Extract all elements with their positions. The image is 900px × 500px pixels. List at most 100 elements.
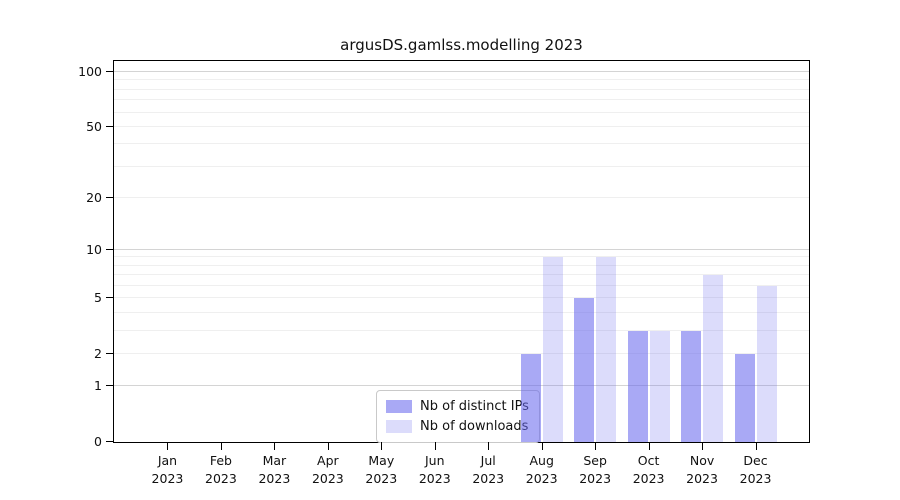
x-tick-year: 2023 [739, 470, 772, 486]
gridline-minor-8 [114, 264, 809, 266]
x-tick-feb [220, 442, 222, 450]
x-tick-label-apr: Apr 2023 [286, 452, 370, 487]
y-tick-20 [106, 196, 113, 198]
gridline-minor-70 [114, 99, 809, 101]
x-tick-month: Sep [583, 453, 607, 468]
x-tick-jul [488, 442, 490, 450]
gridline-minor-2 [114, 352, 809, 354]
gridline-major-1 [114, 385, 809, 387]
gridline-minor-30 [114, 165, 809, 167]
x-tick-year: 2023 [418, 470, 451, 486]
y-tick-0 [106, 441, 113, 442]
y-tick-label-50: 50 [86, 118, 102, 134]
x-tick-month: Mar [262, 453, 287, 468]
x-tick-year: 2023 [205, 470, 237, 486]
x-tick-apr [327, 442, 329, 450]
x-tick-year: 2023 [311, 470, 344, 486]
bar-sep-distinct-ips [574, 298, 595, 442]
x-tick-label-jan: Jan 2023 [125, 452, 209, 487]
gridline-minor-90 [114, 79, 809, 81]
y-tick-label-5: 5 [94, 290, 102, 306]
bar-nov-distinct-ips [681, 330, 702, 442]
x-tick-label-nov: Nov 2023 [660, 452, 744, 487]
y-tick-label-1: 1 [94, 378, 102, 394]
x-tick-month: Nov [689, 453, 715, 468]
gridline-minor-20 [114, 196, 809, 198]
bar-aug-downloads [542, 257, 563, 442]
x-tick-year: 2023 [686, 470, 718, 486]
x-tick-month: Feb [209, 453, 232, 468]
gridline-major-100 [114, 71, 809, 73]
x-tick-may [381, 442, 383, 450]
legend-swatch [386, 420, 412, 433]
legend-label: Nb of distinct IPs [420, 399, 529, 414]
x-tick-oct [648, 442, 650, 450]
gridline-minor-5 [114, 297, 809, 299]
x-tick-month: Oct [637, 453, 660, 468]
chart-title: argusDS.gamlss.modelling 2023 [340, 36, 583, 54]
x-tick-label-may: May 2023 [339, 452, 423, 487]
gridline-minor-4 [114, 312, 809, 314]
y-tick-label-0: 0 [94, 434, 102, 449]
bar-oct-distinct-ips [627, 330, 648, 442]
x-tick-dec [755, 442, 757, 450]
bar-dec-downloads [756, 286, 777, 442]
y-tick-100 [106, 71, 113, 73]
y-tick-label-2: 2 [94, 345, 102, 361]
bar-aug-distinct-ips [520, 353, 541, 442]
y-tick-10 [106, 248, 113, 250]
y-tick-50 [106, 125, 113, 127]
legend-item-downloads: Nb of downloads [386, 418, 529, 435]
bar-nov-downloads [703, 275, 724, 442]
y-tick-1 [106, 385, 113, 387]
x-tick-year: 2023 [632, 470, 665, 486]
x-tick-year: 2023 [525, 470, 558, 486]
x-tick-label-jun: Jun 2023 [393, 452, 477, 487]
y-tick-label-100: 100 [78, 64, 102, 80]
x-tick-year: 2023 [472, 470, 505, 486]
x-tick-month: Jan [157, 453, 178, 468]
x-tick-month: Apr [317, 453, 339, 468]
x-tick-month: May [368, 453, 395, 468]
x-tick-aug [541, 442, 543, 450]
x-tick-month: Dec [743, 453, 768, 468]
x-tick-month: Aug [529, 453, 554, 468]
gridline-minor-80 [114, 88, 809, 90]
plot-area: Nb of distinct IPs Nb of downloads 0 1 2 5 1… [78, 60, 810, 486]
bar-sep-downloads [596, 257, 617, 442]
y-tick-5 [106, 297, 113, 299]
x-tick-jan [167, 442, 169, 450]
x-tick-sep [595, 442, 597, 450]
x-tick-year: 2023 [258, 470, 291, 486]
x-tick-nov [702, 442, 704, 450]
gridline-minor-60 [114, 111, 809, 113]
x-tick-label-dec: Dec 2023 [714, 452, 798, 487]
y-tick-label-10: 10 [86, 241, 102, 257]
x-tick-month: Jun [425, 453, 445, 468]
y-tick-label-20: 20 [86, 189, 102, 205]
x-tick-label-jul: Jul 2023 [446, 452, 530, 487]
x-tick-label-aug: Aug 2023 [500, 452, 584, 487]
gridline-minor-40 [114, 143, 809, 145]
x-tick-label-feb: Feb 2023 [179, 452, 263, 487]
x-tick-year: 2023 [151, 470, 184, 486]
x-tick-label-sep: Sep 2023 [553, 452, 637, 487]
legend-label: Nb of downloads [420, 419, 529, 434]
bar-dec-distinct-ips [734, 353, 755, 442]
x-tick-month: Jul [480, 453, 496, 468]
bar-oct-downloads [649, 330, 670, 442]
chart-legend: Nb of distinct IPs Nb of downloads [376, 390, 540, 443]
gridline-minor-9 [114, 256, 809, 258]
x-tick-mar [274, 442, 276, 450]
gridline-minor-50 [114, 125, 809, 127]
legend-swatch [386, 400, 412, 413]
y-tick-2 [106, 352, 113, 354]
legend-item-distinct-ips: Nb of distinct IPs [386, 398, 529, 415]
x-tick-year: 2023 [579, 470, 612, 486]
x-tick-jun [434, 442, 436, 450]
gridline-minor-7 [114, 274, 809, 276]
gridline-major-10 [114, 248, 809, 250]
gridline-minor-3 [114, 329, 809, 331]
x-tick-label-mar: Mar 2023 [232, 452, 316, 487]
